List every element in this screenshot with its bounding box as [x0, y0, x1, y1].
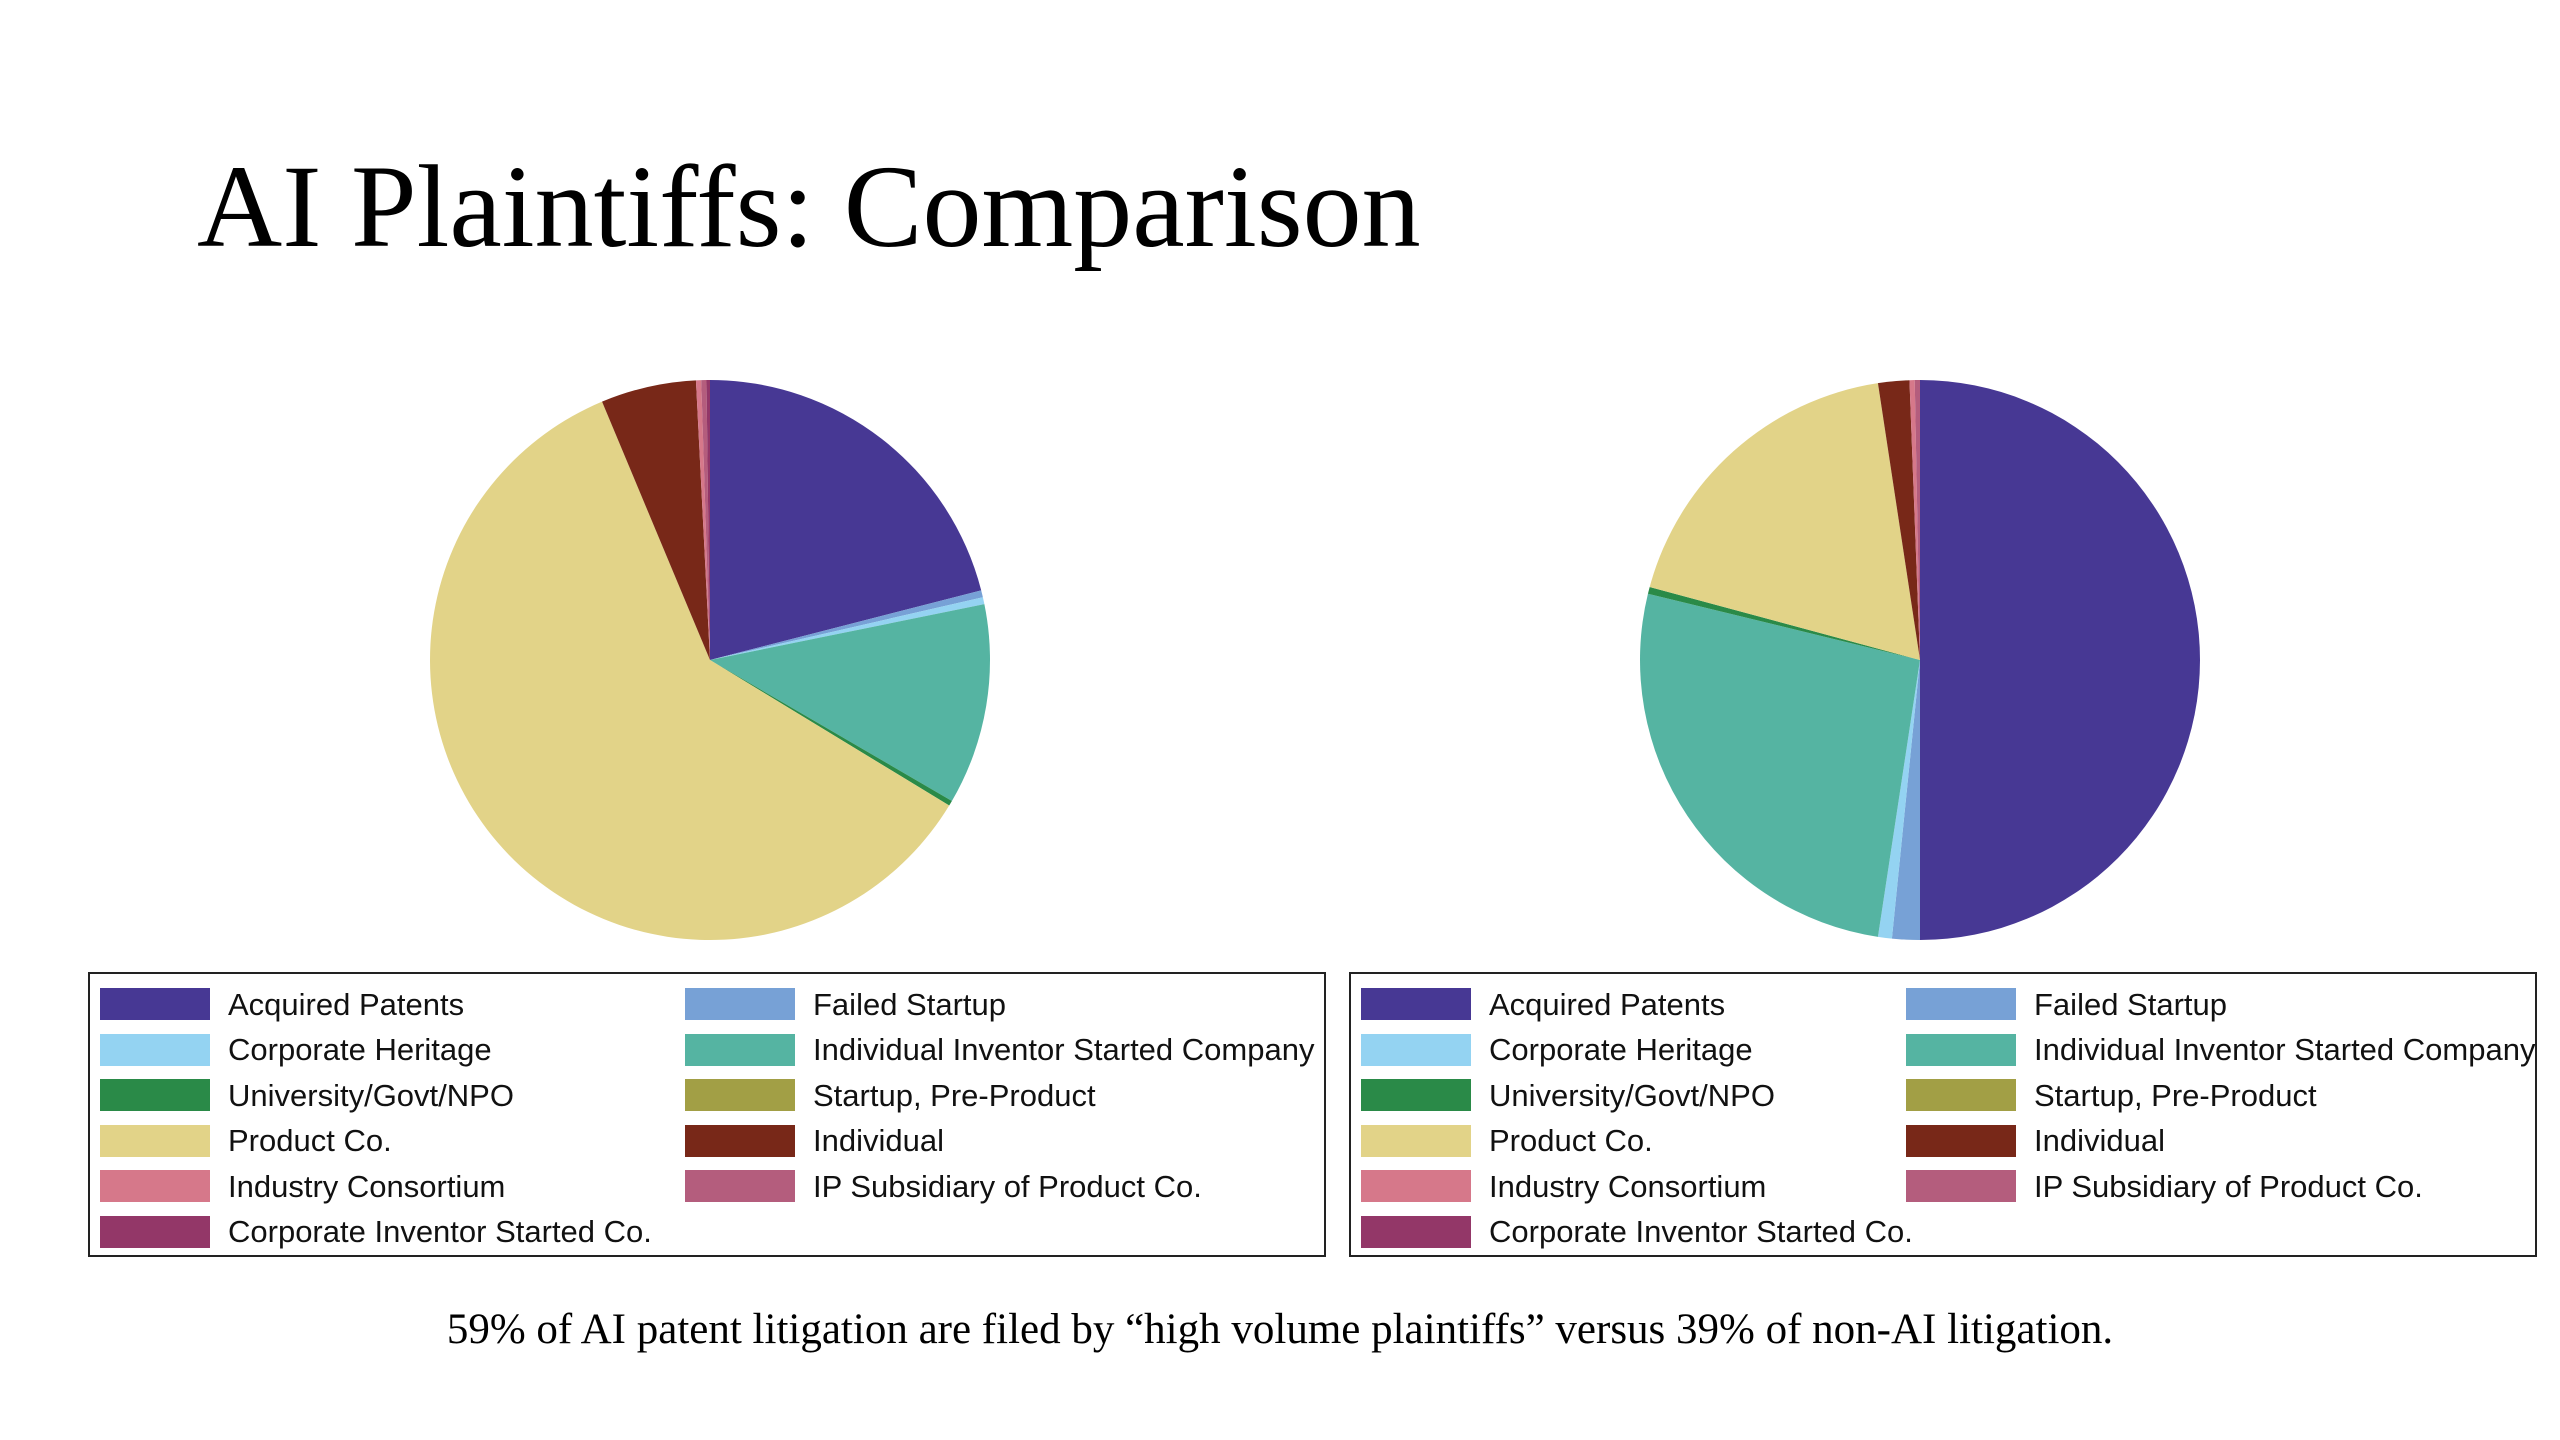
legend-swatch [1906, 988, 2016, 1020]
legend-item-corporate-heritage: Corporate Heritage [100, 1030, 492, 1070]
page-title: AI Plaintiffs: Comparison [197, 141, 1421, 272]
pie-slice-individual-inventor-started-company [1640, 593, 1920, 937]
legend-swatch [1361, 988, 1471, 1020]
legend-item-individual: Individual [685, 1121, 944, 1161]
legend-swatch [685, 988, 795, 1020]
legend-item-individual: Individual [1906, 1121, 2165, 1161]
pie-slice-acquired-patents [710, 380, 982, 660]
legend-item-corporate-inventor-started-co: Corporate Inventor Started Co. [100, 1212, 652, 1252]
legend-swatch [100, 988, 210, 1020]
legend-item-corporate-inventor-started-co: Corporate Inventor Started Co. [1361, 1212, 1913, 1252]
legend-swatch [1361, 1170, 1471, 1202]
legend-item-corporate-heritage: Corporate Heritage [1361, 1030, 1753, 1070]
legend-label: Industry Consortium [1489, 1168, 1767, 1204]
legend-swatch [1906, 1124, 2016, 1157]
legend-label: Startup, Pre-Product [2034, 1077, 2317, 1113]
legend-item-ip-subsidiary-of-product-co: IP Subsidiary of Product Co. [1906, 1166, 2423, 1206]
legend-label: Corporate Heritage [1489, 1032, 1753, 1067]
pie-slice-failed-startup [710, 590, 983, 660]
legend-swatch [685, 1124, 795, 1157]
legend-label: University/Govt/NPO [228, 1077, 514, 1113]
legend-swatch [100, 1215, 210, 1248]
pie-slice-ip-subsidiary-of-product-co [701, 380, 710, 660]
legend-label: Acquired Patents [1489, 986, 1726, 1022]
ai-chart-legend: Acquired Patents Failed Startup Corporate … [88, 972, 1326, 1257]
legend-item-individual-inventor-started-company: Individual Inventor Started Company [685, 1030, 1314, 1070]
legend-label: Individual Inventor Started Company [813, 1032, 1315, 1067]
legend-label: IP Subsidiary of Product Co. [813, 1168, 1202, 1204]
legend-swatch [100, 1124, 210, 1157]
pie-slice-university-govt-npo [710, 660, 952, 806]
legend-item-failed-startup: Failed Startup [1906, 984, 2227, 1024]
pie-slice-failed-startup [1891, 660, 1920, 940]
legend-label: IP Subsidiary of Product Co. [2034, 1168, 2423, 1204]
legend-swatch [100, 1033, 210, 1066]
legend-swatch [1361, 1124, 1471, 1157]
legend-item-product-co: Product Co. [100, 1121, 392, 1161]
legend-swatch [685, 1170, 795, 1202]
legend-item-acquired-patents: Acquired Patents [100, 984, 464, 1024]
legend-item-university-govt-npo: University/Govt/NPO [100, 1075, 514, 1115]
legend-label: Individual Inventor Started Company [2034, 1032, 2536, 1067]
legend-swatch [1906, 1079, 2016, 1111]
non-ai-pie-chart [1640, 380, 2200, 940]
legend-item-startup-pre-product: Startup, Pre-Product [685, 1075, 1096, 1115]
legend-label: Corporate Inventor Started Co. [1489, 1214, 1913, 1249]
pie-slice-corporate-heritage [710, 597, 985, 660]
legend-swatch [100, 1170, 210, 1202]
legend-label: Product Co. [1489, 1123, 1653, 1158]
legend-swatch [1906, 1170, 2016, 1202]
legend-swatch [685, 1033, 795, 1066]
pie-slice-corporate-heritage [1877, 660, 1920, 939]
legend-swatch [685, 1079, 795, 1111]
legend-swatch [100, 1079, 210, 1111]
pie-slice-product-co [1649, 383, 1920, 660]
legend-label: Individual [2034, 1123, 2165, 1158]
legend-swatch [1906, 1033, 2016, 1066]
legend-item-acquired-patents: Acquired Patents [1361, 984, 1725, 1024]
pie-slice-individual [1877, 380, 1920, 660]
legend-label: Industry Consortium [228, 1168, 506, 1204]
pie-slice-industry-consortium [1909, 380, 1920, 660]
legend-label: Startup, Pre-Product [813, 1077, 1096, 1113]
pie-slice-individual-inventor-started-company [710, 604, 990, 802]
legend-swatch [1361, 1079, 1471, 1111]
legend-item-industry-consortium: Industry Consortium [100, 1166, 505, 1206]
legend-label: Corporate Inventor Started Co. [228, 1214, 652, 1249]
legend-label: Product Co. [228, 1123, 392, 1158]
legend-swatch [1361, 1033, 1471, 1066]
legend-item-individual-inventor-started-company: Individual Inventor Started Company [1906, 1030, 2535, 1070]
pie-slice-university-govt-npo [1647, 586, 1920, 660]
legend-label: Individual [813, 1123, 944, 1158]
pie-slice-ip-subsidiary-of-product-co [1914, 380, 1920, 660]
pie-slice-corporate-inventor-started-co [706, 380, 710, 660]
legend-label: Failed Startup [2034, 986, 2227, 1022]
legend-item-industry-consortium: Industry Consortium [1361, 1166, 1766, 1206]
legend-label: University/Govt/NPO [1489, 1077, 1775, 1113]
legend-item-product-co: Product Co. [1361, 1121, 1653, 1161]
legend-item-startup-pre-product: Startup, Pre-Product [1906, 1075, 2317, 1115]
slide-caption: 59% of AI patent litigation are filed by… [446, 1306, 2114, 1353]
pie-slice-individual [602, 380, 710, 660]
legend-item-failed-startup: Failed Startup [685, 984, 1006, 1024]
legend-swatch [1361, 1215, 1471, 1248]
legend-label: Acquired Patents [228, 986, 465, 1022]
pie-slice-product-co [430, 401, 950, 941]
legend-item-ip-subsidiary-of-product-co: IP Subsidiary of Product Co. [685, 1166, 1202, 1206]
non-ai-chart-legend: Acquired Patents Failed Startup Corporate … [1349, 972, 2537, 1257]
legend-label: Failed Startup [813, 986, 1006, 1022]
ai-pie-chart [430, 380, 990, 941]
pie-slice-acquired-patents [1920, 380, 2200, 940]
legend-label: Corporate Heritage [228, 1032, 492, 1067]
legend-item-university-govt-npo: University/Govt/NPO [1361, 1075, 1775, 1115]
pie-slice-industry-consortium [695, 380, 710, 660]
